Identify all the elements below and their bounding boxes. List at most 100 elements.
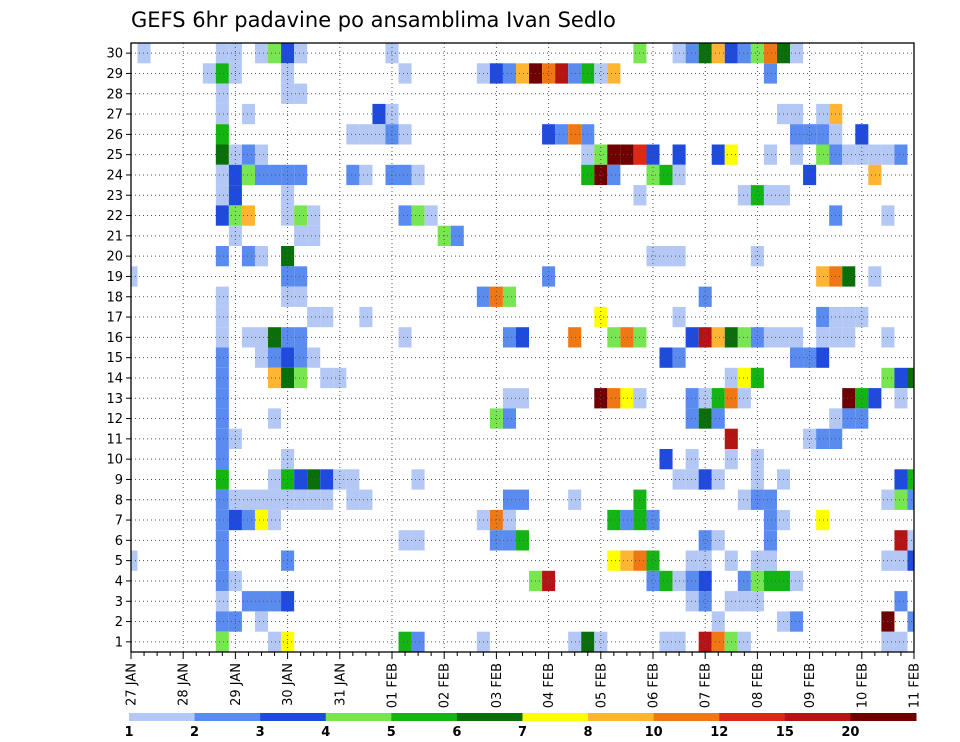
precip-cell [685, 591, 699, 612]
precip-cell [385, 103, 399, 125]
precip-cell [555, 63, 569, 84]
precip-cell [568, 489, 582, 510]
precip-cell [790, 103, 804, 125]
precip-cell [294, 367, 308, 389]
x-tick-label: 10 FEB [855, 663, 870, 708]
x-tick-label: 09 FEB [803, 663, 818, 708]
precip-cell [698, 286, 712, 307]
precip-cell [515, 388, 530, 409]
precip-cell [307, 205, 321, 226]
precip-cell [737, 489, 751, 510]
colorbar-swatch [784, 713, 851, 721]
precip-cell [803, 347, 817, 368]
precip-cell [868, 388, 882, 409]
precip-cell [294, 83, 308, 104]
precip-cell [215, 144, 229, 165]
precip-cell [268, 327, 282, 348]
precip-cell [790, 347, 804, 368]
precip-cell [268, 509, 282, 531]
precip-cell [750, 550, 764, 571]
precip-cell [241, 205, 255, 226]
precip-cell [855, 124, 869, 145]
colorbar-label: 5 [387, 725, 396, 740]
precip-cell [607, 388, 621, 409]
precip-cell [215, 185, 229, 206]
precip-cell [241, 164, 255, 186]
precip-cell [711, 611, 725, 632]
precip-cell [868, 266, 882, 287]
precip-cell [202, 63, 216, 84]
precip-cell [737, 185, 751, 206]
precip-cell [607, 509, 621, 531]
precip-cell [502, 63, 516, 84]
precip-cell [790, 144, 804, 165]
precip-cell [685, 43, 699, 64]
precip-cell [894, 489, 908, 510]
precip-cell [711, 388, 725, 409]
precip-cell [254, 509, 269, 531]
precip-cell [542, 63, 556, 84]
colorbar-swatch [588, 713, 655, 721]
precip-cell [659, 570, 673, 592]
y-tick-label: 14 [106, 371, 123, 386]
x-tick-label: 29 JAN [229, 663, 244, 706]
precip-cell [268, 408, 282, 429]
y-tick-label: 2 [115, 615, 123, 630]
colorbar-swatch [522, 713, 589, 721]
precip-cell [659, 246, 673, 267]
precip-cell [294, 286, 308, 307]
precip-cell [737, 591, 751, 612]
precip-cell [268, 347, 282, 368]
precip-cell [215, 124, 229, 145]
colorbar-label: 3 [256, 725, 265, 740]
precip-cell [659, 631, 673, 652]
precip-cell [254, 489, 269, 510]
precip-cell [241, 489, 255, 510]
colorbar-label: 8 [584, 725, 593, 740]
precip-cell [594, 164, 608, 186]
precip-cell [803, 124, 817, 145]
precip-cell [790, 570, 804, 592]
precip-cell [215, 570, 229, 592]
y-tick-label: 15 [106, 351, 123, 366]
y-tick-label: 17 [106, 311, 123, 326]
colorbar-swatch [850, 713, 917, 721]
precip-cell [907, 550, 914, 571]
precip-cell [894, 591, 908, 612]
precip-cell [620, 550, 634, 571]
y-axis: 1234567891011121314151617181920212223242… [106, 47, 131, 650]
y-tick-label: 23 [106, 189, 123, 204]
precip-cell [320, 306, 334, 328]
precip-cell [646, 509, 660, 531]
precip-cell [294, 327, 308, 348]
precip-cell [816, 266, 830, 287]
precip-cell [868, 164, 882, 186]
y-tick-label: 6 [115, 534, 123, 549]
precip-cell [254, 43, 269, 64]
precip-cell [659, 449, 673, 470]
precip-cell [855, 408, 869, 429]
precip-cell [763, 489, 777, 510]
precip-cell [763, 570, 777, 592]
precip-cell [568, 327, 582, 348]
y-tick-label: 4 [115, 574, 123, 589]
precip-cell [215, 611, 229, 632]
precip-cell [215, 83, 229, 104]
precip-cell [698, 591, 712, 612]
precip-cell [816, 347, 830, 368]
precip-cell [763, 144, 777, 165]
y-tick-label: 30 [106, 47, 123, 62]
precip-cell [763, 63, 777, 84]
precip-cell [711, 469, 725, 490]
x-tick-label: 03 FEB [490, 663, 505, 708]
precip-cell [607, 63, 621, 84]
precip-cell [254, 347, 269, 368]
precip-cell [215, 327, 229, 348]
precip-cell [294, 43, 308, 64]
precip-cell [241, 509, 255, 531]
precip-cell [816, 428, 830, 449]
precip-cell [646, 550, 660, 571]
x-tick-label: 01 FEB [386, 663, 401, 708]
precip-cell [685, 469, 699, 490]
precip-cell [698, 631, 712, 652]
